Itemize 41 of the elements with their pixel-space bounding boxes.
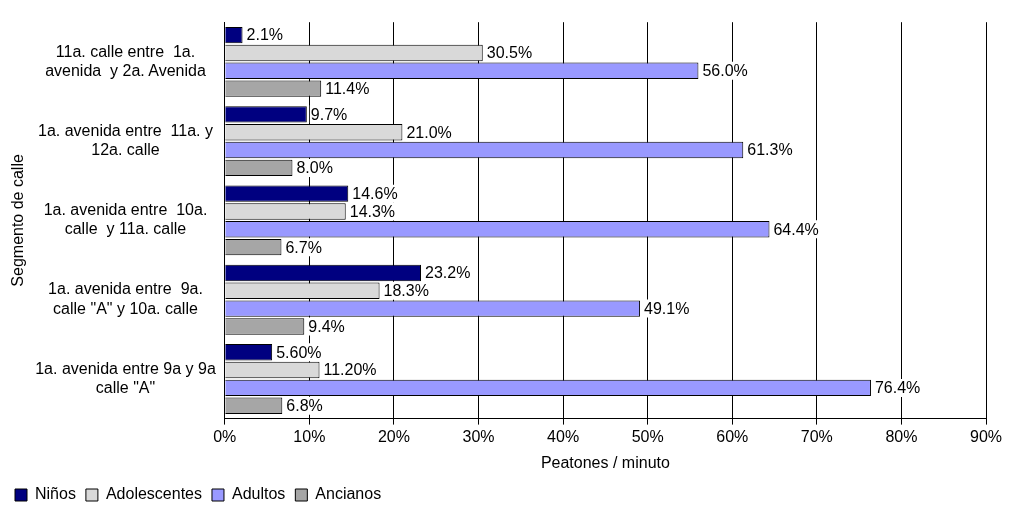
data-label: 14.3% <box>349 202 396 220</box>
y-tick-label: 11a. calle entre 1a. avenida y 2a. Avenida <box>45 42 206 79</box>
y-tick-label: 1a. avenida entre 9a. calle "A" y 10a. calle <box>48 280 203 317</box>
data-label: 11.20% <box>323 361 377 379</box>
legend-label: Niños <box>35 485 76 503</box>
y-tick-label: 1a. avenida entre 10a. calle y 11a. calle <box>43 201 208 238</box>
data-label: 23.2% <box>425 264 471 282</box>
data-label: 49.1% <box>644 300 690 318</box>
data-label: 64.4% <box>773 220 819 238</box>
data-label: 6.8% <box>286 397 323 415</box>
x-tick-label: 70% <box>800 427 833 445</box>
x-tick-label: 0% <box>213 427 237 445</box>
data-label: 5.60% <box>276 343 322 361</box>
data-label: 9.4% <box>308 317 345 335</box>
data-label: 30.5% <box>486 44 533 62</box>
legend-label: Adultos <box>231 485 286 503</box>
x-tick-label: 90% <box>969 427 1003 445</box>
x-tick-label: 20% <box>377 427 410 445</box>
x-tick-label: 50% <box>631 427 664 445</box>
x-tick-label: 40% <box>547 427 580 445</box>
legend-label: Ancianos <box>315 485 382 503</box>
x-axis-title: Peatones / minuto <box>540 453 670 471</box>
y-axis-title: Segmento de calle <box>9 154 27 287</box>
x-tick-label: 80% <box>885 427 918 445</box>
data-label: 11.4% <box>325 80 370 97</box>
data-label: 21.0% <box>406 123 452 141</box>
x-tick-label: 60% <box>716 427 749 445</box>
data-label: 18.3% <box>383 282 429 300</box>
x-tick-label: 30% <box>462 427 495 445</box>
legend-label: Adolescentes <box>105 485 202 503</box>
x-tick-label: 10% <box>293 427 326 445</box>
data-label: 6.7% <box>285 238 322 256</box>
y-tick-label: 1a. avenida entre 11a. y 12a. calle <box>38 121 213 159</box>
data-label: 76.4% <box>874 379 921 397</box>
data-label: 61.3% <box>747 141 793 159</box>
data-label: 56.0% <box>702 62 748 80</box>
data-label: 8.0% <box>296 159 333 177</box>
data-label: 14.6% <box>352 185 398 203</box>
data-label: 2.1% <box>246 26 284 44</box>
data-label: 9.7% <box>310 105 348 123</box>
y-tick-label: 1a. avenida entre 9a y 9a calle "A" <box>35 359 216 396</box>
